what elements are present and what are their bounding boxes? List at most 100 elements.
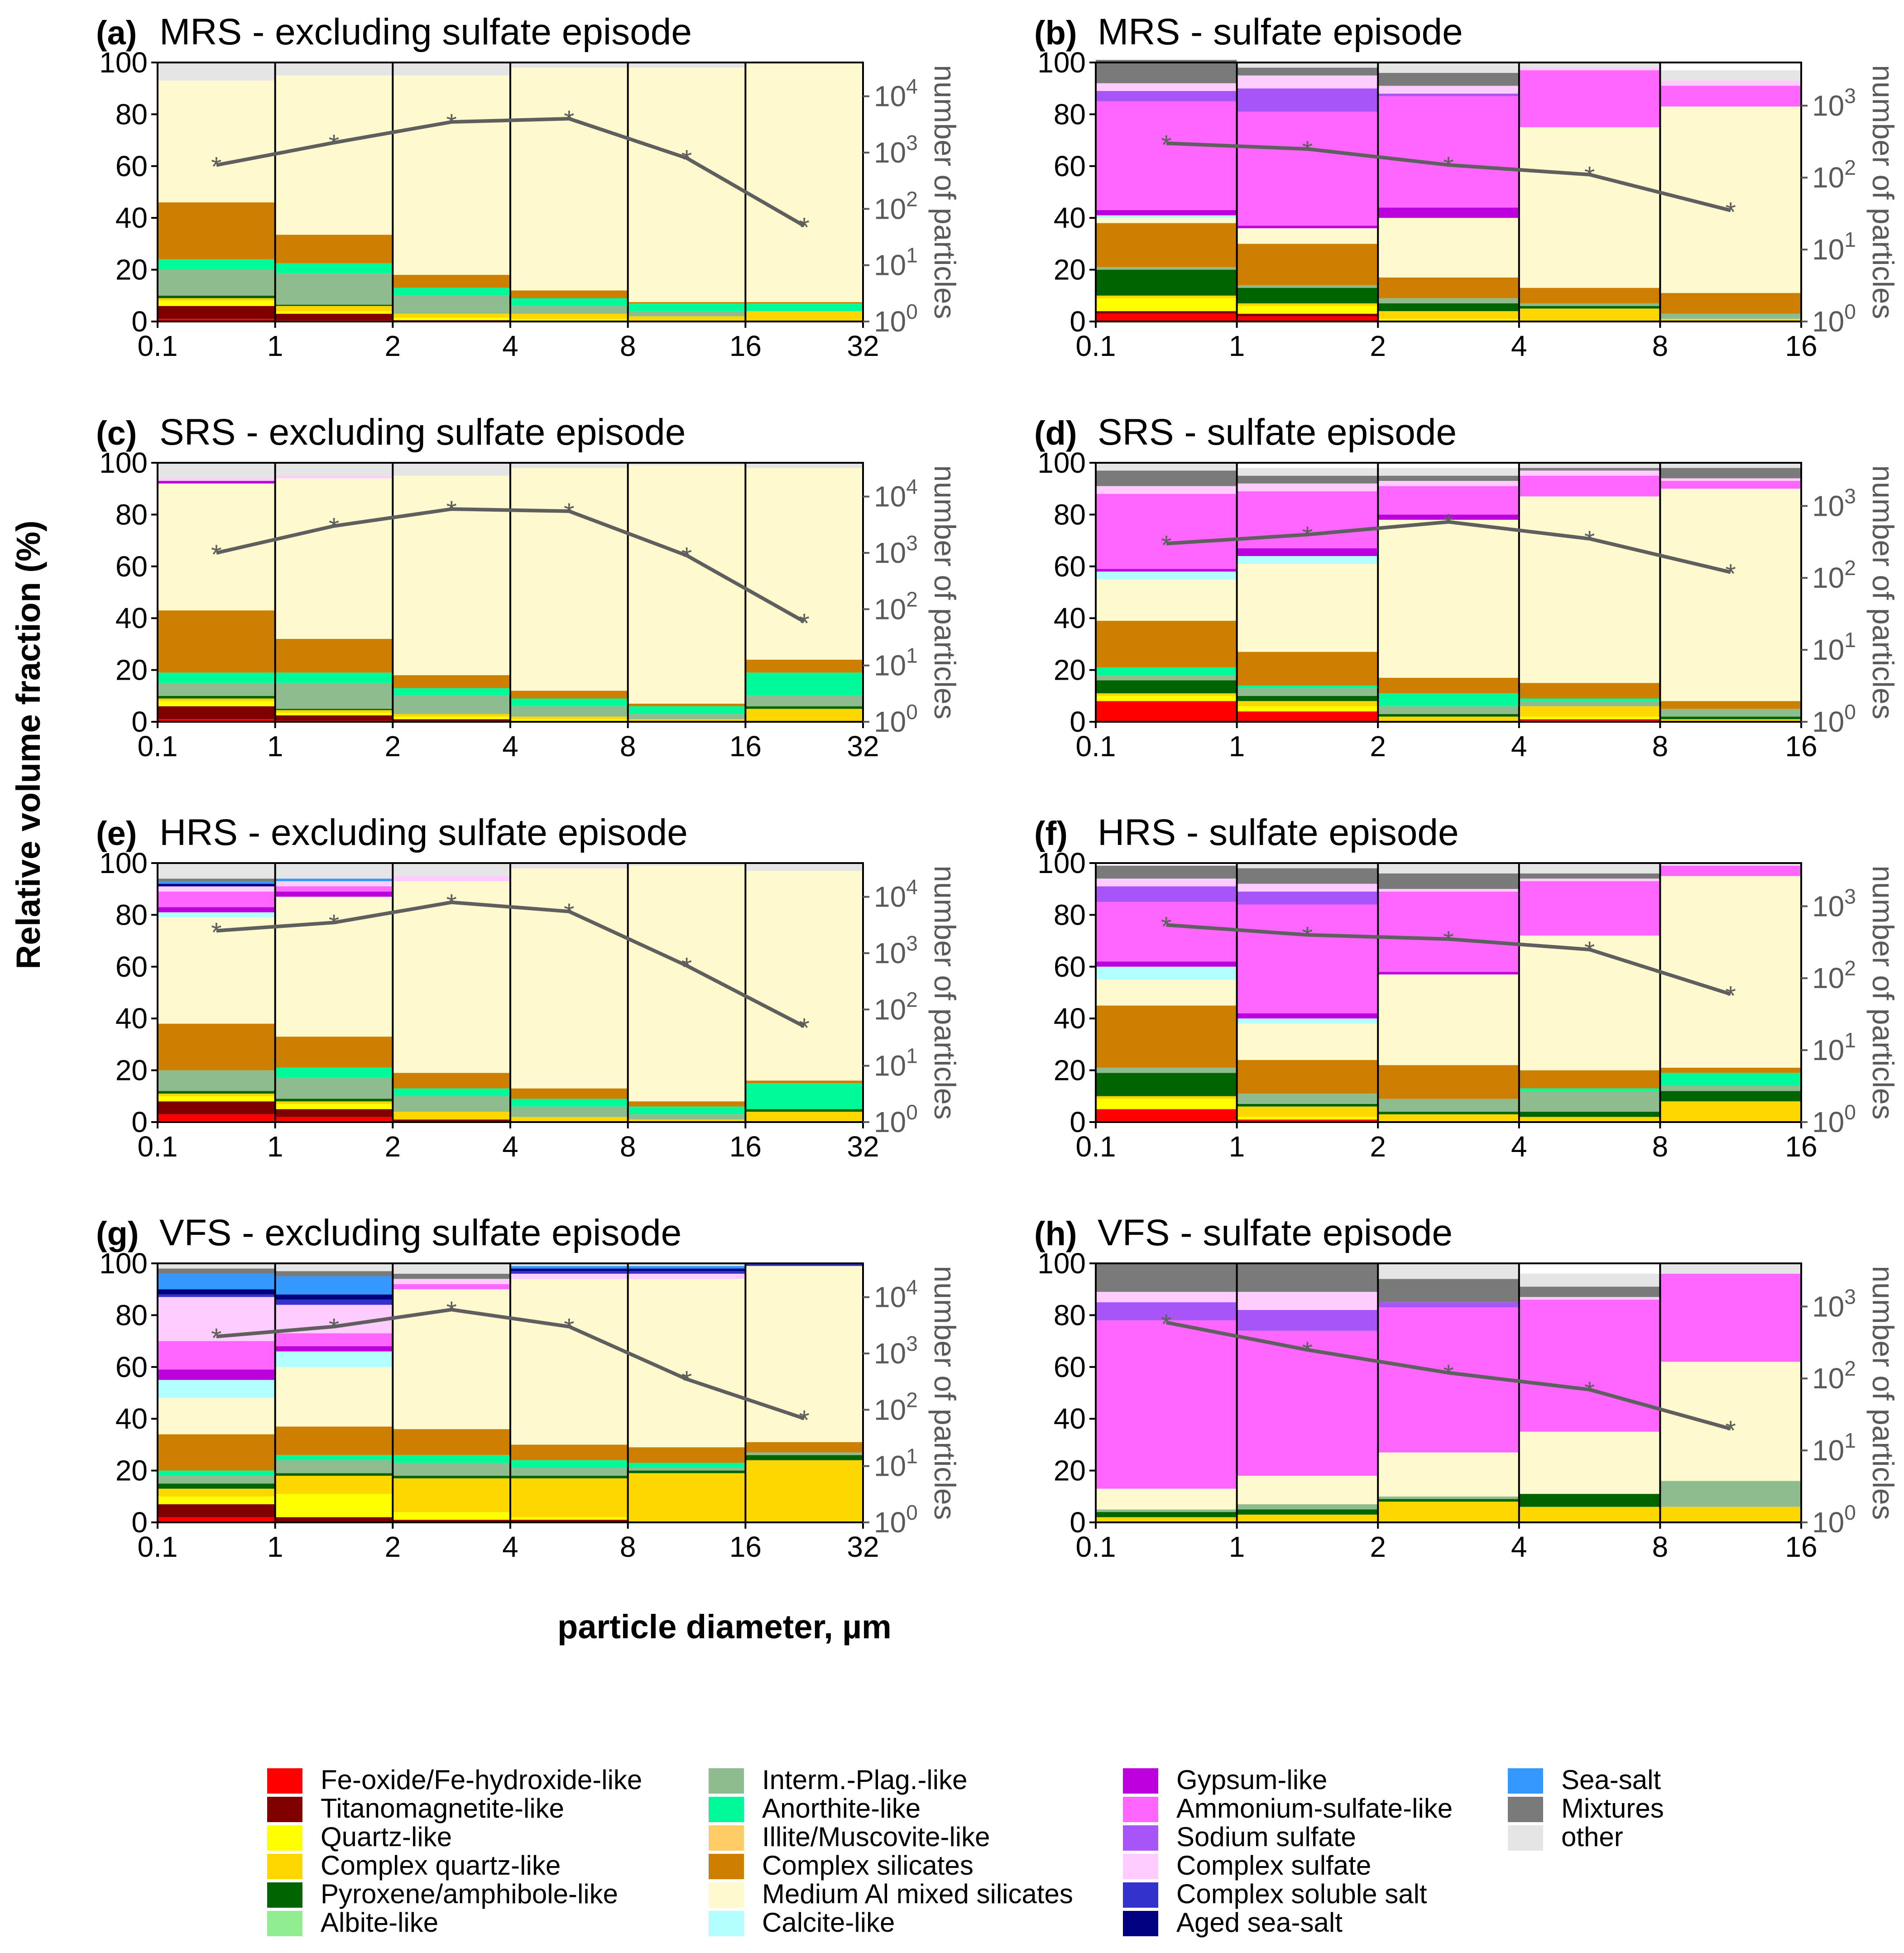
y-tick-label: 40 bbox=[115, 1002, 148, 1035]
right-tick-label: 102 bbox=[1812, 556, 1856, 594]
right-tick-label: 100 bbox=[874, 1501, 918, 1539]
x-tick-label: 16 bbox=[1785, 1531, 1817, 1563]
x-tick-label: 8 bbox=[1652, 1531, 1669, 1563]
bar-segment bbox=[1237, 904, 1378, 1013]
bar-segment bbox=[1096, 1512, 1237, 1517]
bar-segment bbox=[1660, 489, 1801, 701]
legend-swatch bbox=[267, 1797, 302, 1822]
bar-segment bbox=[745, 871, 863, 1081]
bar-segment bbox=[275, 1494, 393, 1517]
bar-segment bbox=[1378, 514, 1519, 520]
x-tick-label: 0.1 bbox=[1076, 330, 1116, 362]
bar-segment bbox=[158, 1268, 275, 1274]
bar-segment bbox=[1519, 1091, 1660, 1112]
bar-segment bbox=[1237, 228, 1378, 244]
bar-segment bbox=[158, 1398, 275, 1435]
legend-swatch bbox=[1123, 1797, 1158, 1822]
bar-segment bbox=[275, 1426, 393, 1455]
bar-segment bbox=[1660, 481, 1801, 489]
bar-segment bbox=[1378, 481, 1519, 486]
bar-segment bbox=[510, 719, 628, 722]
bar-segment bbox=[510, 313, 628, 319]
bar-segment bbox=[510, 1517, 628, 1520]
bar-segment bbox=[1096, 865, 1237, 879]
bar-segment bbox=[158, 269, 275, 296]
bar-segment bbox=[510, 1088, 628, 1099]
bar-segment bbox=[628, 706, 746, 714]
bar-segment bbox=[1519, 719, 1660, 722]
bar-segment bbox=[510, 706, 628, 717]
bar-segment bbox=[1660, 70, 1801, 81]
bar-segment bbox=[1519, 303, 1660, 306]
right-tick-label: 101 bbox=[874, 244, 918, 282]
bar-segment bbox=[1237, 1291, 1378, 1310]
bar-segment bbox=[1237, 696, 1378, 701]
bar-segment bbox=[158, 891, 275, 907]
bar-segment bbox=[628, 67, 746, 302]
bar-segment bbox=[158, 719, 275, 722]
bar-segment bbox=[745, 709, 863, 722]
legend-swatch bbox=[267, 1768, 302, 1794]
particle-count-line bbox=[1166, 1320, 1731, 1431]
bar-segment bbox=[393, 295, 510, 314]
bar-segment bbox=[628, 62, 746, 68]
particle-count-point: * bbox=[1161, 530, 1171, 560]
bar-segment bbox=[745, 1083, 863, 1109]
legend-swatch bbox=[1508, 1797, 1543, 1822]
particle-count-point: * bbox=[1726, 1415, 1736, 1445]
bar-segment bbox=[393, 75, 510, 275]
bar-segment bbox=[1096, 966, 1237, 980]
bar-segment bbox=[393, 1463, 510, 1476]
bar-segment bbox=[745, 311, 863, 322]
bar-segment bbox=[1660, 1507, 1801, 1522]
bar-segment bbox=[1660, 1362, 1801, 1481]
bar-segment bbox=[1378, 972, 1519, 974]
legend-label: Mixtures bbox=[1561, 1793, 1664, 1823]
y-tick-label: 80 bbox=[115, 498, 148, 531]
bar-segment bbox=[1519, 67, 1660, 71]
bar-segment bbox=[158, 698, 275, 701]
bar-segment bbox=[1660, 865, 1801, 876]
x-tick-label: 0.1 bbox=[138, 730, 178, 763]
bar-segment bbox=[393, 716, 510, 720]
bar-segment bbox=[1237, 62, 1378, 68]
bar-segment bbox=[1237, 244, 1378, 285]
legend-swatch bbox=[709, 1768, 744, 1794]
right-tick-label: 103 bbox=[1812, 1285, 1856, 1323]
bar-segment bbox=[1096, 571, 1237, 580]
panel-title: HRS - sulfate episode bbox=[1098, 812, 1459, 853]
panel-title: MRS - excluding sulfate episode bbox=[159, 11, 692, 53]
bar-segment bbox=[1378, 1112, 1519, 1114]
bar-segment bbox=[1237, 67, 1378, 76]
legend-swatch bbox=[709, 1911, 744, 1936]
particle-count-point: * bbox=[446, 1296, 456, 1326]
particle-count-point: * bbox=[329, 513, 339, 543]
legend-label: Interm.-Plag.-like bbox=[762, 1765, 967, 1795]
bar-segment bbox=[393, 1273, 510, 1279]
legend-item: Interm.-Plag.-like bbox=[709, 1765, 967, 1795]
bar-segment bbox=[275, 1294, 393, 1300]
bar-segment bbox=[1660, 1085, 1801, 1091]
right-tick-label: 102 bbox=[874, 587, 918, 625]
particle-count-point: * bbox=[681, 144, 692, 175]
bar-segment bbox=[1378, 974, 1519, 1065]
legend-label: Calcite-like bbox=[762, 1907, 895, 1938]
y-tick-label: 60 bbox=[115, 950, 148, 983]
bar-segment bbox=[510, 1444, 628, 1460]
bar-segment bbox=[393, 714, 510, 717]
right-tick-label: 100 bbox=[1812, 700, 1856, 738]
bar-segment bbox=[158, 81, 275, 202]
bar-segment bbox=[1237, 1330, 1378, 1476]
bar-segment bbox=[745, 1263, 863, 1266]
legend-swatch bbox=[709, 1854, 744, 1879]
y-tick-label: 100 bbox=[1037, 46, 1086, 79]
y-tick-label: 40 bbox=[1054, 1402, 1086, 1435]
x-tick-label: 8 bbox=[620, 1130, 636, 1163]
bar-segment bbox=[1096, 1517, 1237, 1522]
bar-segment bbox=[1237, 1509, 1378, 1515]
bar-segment bbox=[1237, 468, 1378, 476]
particle-count-point: * bbox=[1302, 521, 1313, 552]
bar-segment bbox=[1096, 675, 1237, 681]
bar-segment bbox=[628, 1268, 746, 1272]
